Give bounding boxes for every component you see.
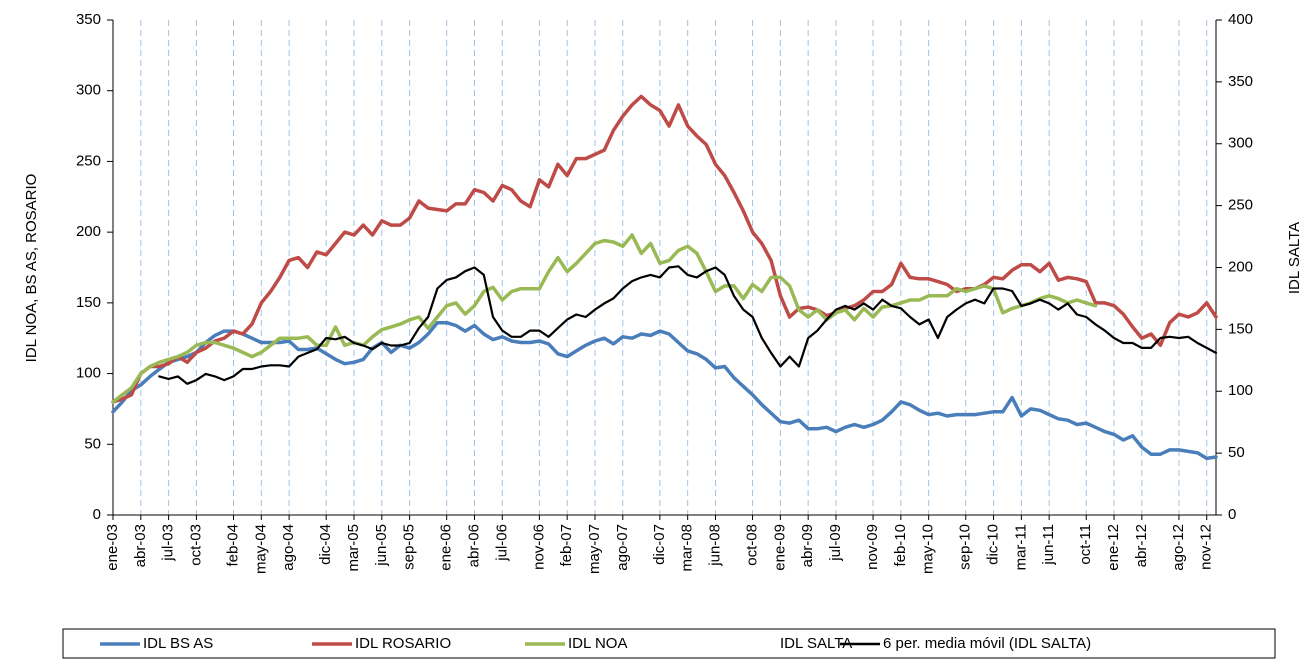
- x-tick-label: oct-11: [1077, 524, 1094, 565]
- x-tick-label: nov-09: [864, 524, 881, 570]
- legend-label: IDL SALTA: [780, 635, 852, 652]
- series-line: [111, 320, 1218, 461]
- x-tick-label: dic-07: [651, 524, 668, 565]
- y-axis-title: IDL NOA, BS AS, ROSARIO: [23, 174, 40, 363]
- x-tick-label: may-10: [920, 524, 937, 574]
- x-tick-label: feb-10: [892, 524, 909, 567]
- y-tick-label: 50: [84, 435, 101, 452]
- series-line: [158, 265, 1218, 385]
- legend-label: IDL NOA: [568, 635, 627, 652]
- x-tick-label: abr-03: [132, 524, 149, 567]
- x-tick-label: nov-06: [530, 524, 547, 570]
- x-tick-label: jun-08: [706, 524, 723, 567]
- y2-axis-title: IDL SALTA: [1286, 222, 1303, 294]
- x-tick-label: dic-10: [985, 524, 1002, 565]
- x-tick-label: ago-04: [280, 524, 297, 571]
- x-tick-label: jul-06: [493, 524, 510, 562]
- x-tick-label: abr-09: [799, 524, 816, 567]
- x-tick-label: may-04: [252, 524, 269, 574]
- x-tick-label: oct-03: [187, 524, 204, 566]
- legend-label: IDL ROSARIO: [355, 635, 451, 652]
- x-tick-label: abr-06: [465, 524, 482, 567]
- y-tick-label: 250: [76, 152, 101, 169]
- y2-tick-label: 100: [1228, 382, 1253, 399]
- x-tick-label: mar-08: [679, 524, 696, 572]
- x-tick-label: jul-09: [827, 524, 844, 562]
- y2-tick-label: 0: [1228, 506, 1236, 523]
- x-tick-label: ago-12: [1170, 524, 1187, 571]
- x-tick-label: jul-03: [160, 524, 177, 562]
- y2-tick-label: 200: [1228, 258, 1253, 275]
- x-tick-label: sep-05: [401, 524, 418, 570]
- y2-tick-label: 350: [1228, 73, 1253, 90]
- x-tick-label: nov-12: [1198, 524, 1215, 570]
- x-tick-label: jun-05: [373, 524, 390, 567]
- x-tick-label: dic-04: [317, 524, 334, 565]
- x-tick-label: ene-12: [1105, 524, 1122, 571]
- x-tick-label: ene-06: [438, 524, 455, 571]
- x-tick-label: feb-07: [558, 524, 575, 567]
- x-tick-label: mar-11: [1012, 524, 1029, 570]
- legend-box: [62, 628, 1276, 659]
- y2-tick-label: 150: [1228, 320, 1253, 337]
- x-tick-label: ene-09: [771, 524, 788, 571]
- series-line: [111, 94, 1218, 404]
- x-tick-label: jun-11: [1040, 524, 1057, 566]
- y-tick-label: 0: [93, 506, 101, 523]
- series-line: [111, 233, 1098, 404]
- x-tick-label: mar-05: [345, 524, 362, 572]
- x-tick-label: feb-04: [224, 524, 241, 567]
- x-tick-label: may-07: [586, 524, 603, 574]
- legend-label: 6 per. media móvil (IDL SALTA): [883, 635, 1091, 652]
- y2-tick-label: 250: [1228, 197, 1253, 214]
- legend-label: IDL BS AS: [143, 635, 213, 652]
- y2-tick-label: 50: [1228, 444, 1245, 461]
- x-tick-label: ene-03: [104, 524, 121, 571]
- y-tick-label: 350: [76, 11, 101, 28]
- x-tick-label: sep-10: [957, 524, 974, 570]
- x-tick-label: ago-07: [614, 524, 631, 571]
- y2-tick-label: 400: [1228, 11, 1253, 28]
- y2-tick-label: 300: [1228, 135, 1253, 152]
- y-tick-label: 100: [76, 365, 101, 382]
- x-tick-label: oct-08: [744, 524, 761, 566]
- x-tick-label: abr-12: [1133, 524, 1150, 567]
- y-tick-label: 200: [76, 223, 101, 240]
- y-tick-label: 300: [76, 82, 101, 99]
- y-tick-label: 150: [76, 294, 101, 311]
